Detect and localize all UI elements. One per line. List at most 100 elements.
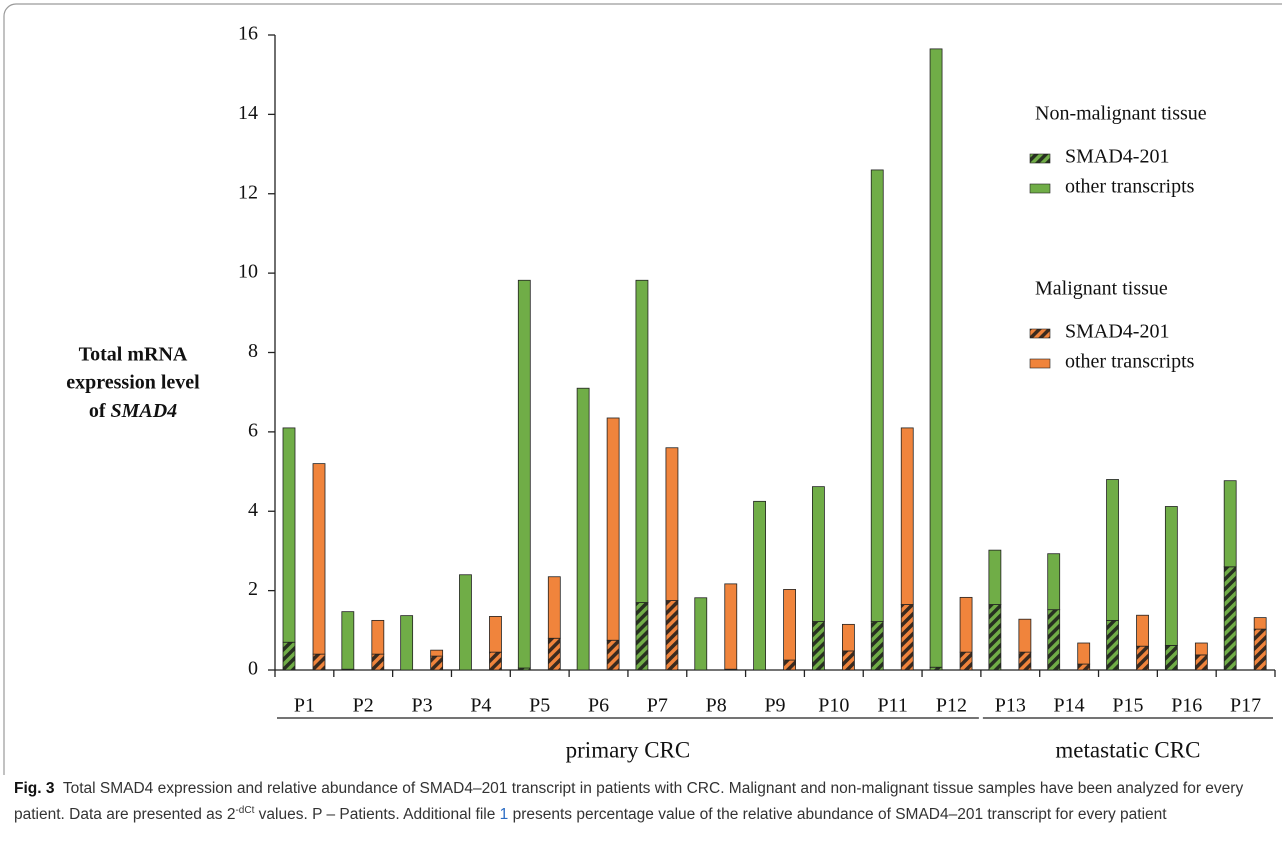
bar-segment [547,576,561,639]
bar-hatch [371,654,384,670]
bar-outline [282,427,296,643]
bar-segment [312,653,326,671]
bar-outline [312,463,326,655]
bar-outline [1106,479,1119,621]
bar-hatch [1254,629,1267,670]
bar-hatch [283,642,295,670]
legend-label: other transcripts [1065,351,1195,373]
bar-fill [518,280,531,669]
y-label-part: of [89,400,106,422]
bar-segment [724,583,738,670]
bar-hatch [871,621,884,670]
bar-hatch [1018,652,1031,670]
bar-segment [929,666,943,671]
bar-segment [1018,618,1032,653]
group-label: metastatic CRC [1055,737,1200,762]
bar-segment [665,600,679,671]
bar-outline [1194,642,1208,656]
bar-outline [341,611,355,670]
bar-segment [547,637,561,671]
bar-segment [783,589,796,661]
bar-fill [812,486,825,622]
x-tick-label: P16 [1171,695,1202,717]
bar-outline [870,169,884,622]
bar-segment [959,651,973,671]
y-tick-label: 10 [238,261,258,283]
bar-hatch [812,621,825,670]
bar-outline [517,279,531,669]
bar-segment [1106,479,1119,621]
legend-title: Malignant tissue [1035,278,1168,300]
bar-fill [665,447,678,601]
bar-hatch [930,667,943,670]
bar-segment [665,447,679,601]
bar-segment [1047,553,1061,611]
bar-hatch [988,604,1001,670]
bar-segment [1077,642,1091,665]
bar-outline [842,623,855,652]
group-label: primary CRC [566,737,691,762]
bar-segment [1223,480,1237,568]
x-tick-label: P10 [818,695,849,717]
bar-fill [1136,615,1149,647]
y-label-part: SMAD4 [110,400,177,422]
caption-link[interactable]: 1 [499,806,509,824]
bar-outline [1253,617,1267,630]
bar-outline [430,649,444,657]
bar-fill [783,589,796,661]
bar-outline [694,597,708,671]
y-label-line: expression level [66,372,200,394]
x-tick-label: P4 [470,695,491,717]
bar-fill [400,615,413,670]
bar-segment [517,279,531,669]
bar-fill [548,576,561,639]
bar-outline [783,589,796,661]
bar-fill [694,597,707,670]
bar-hatch [548,638,561,670]
x-tick-label: P7 [647,695,668,717]
bar-outline [635,279,649,603]
bar-hatch [1047,609,1060,670]
bar-outline [400,615,414,671]
bar-outline [812,486,825,622]
bar-segment [1194,642,1208,656]
bar-fill [341,611,354,670]
bar-fill [371,620,384,655]
y-tick-label: 0 [248,658,258,680]
bar-outline [1047,553,1061,611]
bar-segment [635,602,649,671]
bar-outline [371,619,385,655]
bar-segment [783,659,796,671]
x-tick-label: P5 [529,695,550,717]
bar-hatch [518,668,531,670]
bar-segment [1136,614,1149,647]
bar-outline [1164,506,1178,646]
bar-segment [635,279,649,603]
bar-fill [635,280,648,603]
y-tick-label: 8 [248,340,258,362]
bar-segment [1047,609,1061,671]
bar-hatch [665,600,678,670]
x-tick-label: P15 [1112,695,1143,717]
y-tick-label: 4 [248,499,258,521]
bar-fill [988,550,1001,605]
bar-fill [1195,643,1208,655]
bar-fill [1106,479,1119,621]
bar-segment [842,623,855,652]
legend-label: SMAD4-201 [1065,146,1169,168]
bar-segment [812,486,825,622]
bar-outline [665,447,679,601]
bar-hatch [1136,646,1149,670]
bar-outline [959,596,973,653]
caption-label: Fig. 3 [14,780,55,797]
bar-fill [430,650,443,657]
bar-segment [988,604,1002,671]
bar-outline [1223,480,1237,568]
bar-fill [842,624,855,651]
legend-hatch [1030,154,1050,163]
bar-segment [489,651,502,671]
bar-hatch [960,652,973,670]
bar-hatch [635,602,648,670]
bar-segment [1106,619,1119,671]
bar-segment [489,616,502,653]
